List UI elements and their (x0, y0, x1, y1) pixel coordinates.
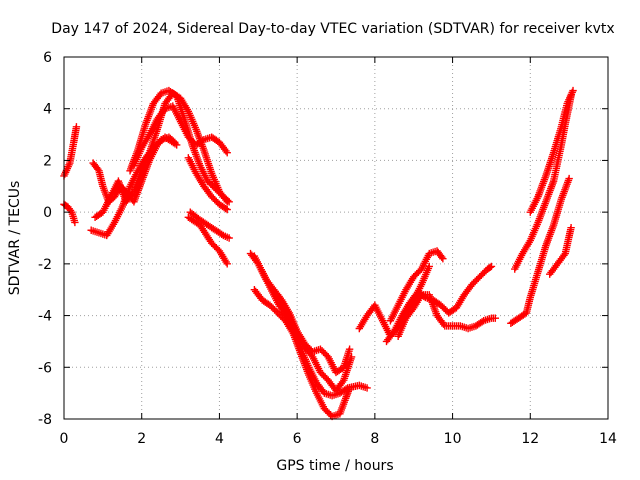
data-point (345, 345, 354, 353)
series-track-13 (250, 286, 354, 421)
x-tick-label: 10 (444, 431, 462, 447)
y-tick-label: -4 (38, 309, 52, 325)
data-point (363, 384, 371, 392)
data-point (425, 262, 433, 271)
data-point (569, 86, 577, 95)
data-point (439, 254, 447, 263)
data-point (225, 198, 233, 206)
data-point (487, 262, 496, 271)
data-point (491, 314, 500, 322)
y-tick-label: -2 (38, 257, 52, 273)
series-track-18 (394, 291, 500, 340)
data-point (71, 218, 79, 227)
data-point (345, 384, 354, 392)
y-tick-label: -8 (38, 412, 52, 428)
data-point (223, 205, 231, 214)
series-track-17 (386, 247, 447, 325)
series-track-8 (184, 154, 231, 214)
data-point (223, 148, 231, 157)
data-marks (60, 86, 577, 421)
y-tick-label: -6 (38, 360, 52, 376)
x-tick-label: 8 (370, 431, 379, 447)
y-tick-label: 0 (43, 205, 52, 221)
series-track-4 (89, 133, 181, 206)
x-axis-label: GPS time / hours (276, 458, 393, 474)
grid (64, 57, 608, 419)
x-tick-label: 2 (137, 431, 146, 447)
x-tick-label: 6 (293, 431, 302, 447)
series-track-21 (526, 86, 577, 216)
y-tick-label: 4 (43, 102, 52, 118)
x-tick-label: 14 (599, 431, 617, 447)
data-point (172, 141, 181, 149)
plot-area-border (63, 56, 609, 420)
axis-ticks: 0 2 4 6 8 10 12 14 -8 -6 -4 -2 0 2 4 6 (38, 50, 617, 447)
series-track-10 (186, 208, 233, 242)
y-tick-label: 2 (43, 153, 52, 169)
x-tick-label: 12 (521, 431, 539, 447)
y-tick-label: 6 (43, 50, 52, 66)
series-track-19 (507, 174, 573, 328)
series-track-16 (382, 262, 496, 346)
data-point (565, 174, 573, 183)
chart-title: Day 147 of 2024, Sidereal Day-to-day VTE… (51, 21, 614, 37)
data-point (223, 260, 231, 268)
data-point (486, 263, 494, 272)
series-track-7 (130, 102, 231, 170)
series-track-1 (60, 123, 81, 180)
y-axis-label: SDTVAR / TECUs (7, 181, 23, 296)
series-track-14 (270, 286, 354, 377)
series-track-22 (546, 223, 575, 278)
x-tick-label: 4 (215, 431, 224, 447)
data-point (72, 123, 81, 131)
data-point (225, 234, 233, 242)
data-point (567, 223, 575, 232)
x-tick-label: 0 (60, 431, 69, 447)
series-track-9 (184, 213, 231, 268)
